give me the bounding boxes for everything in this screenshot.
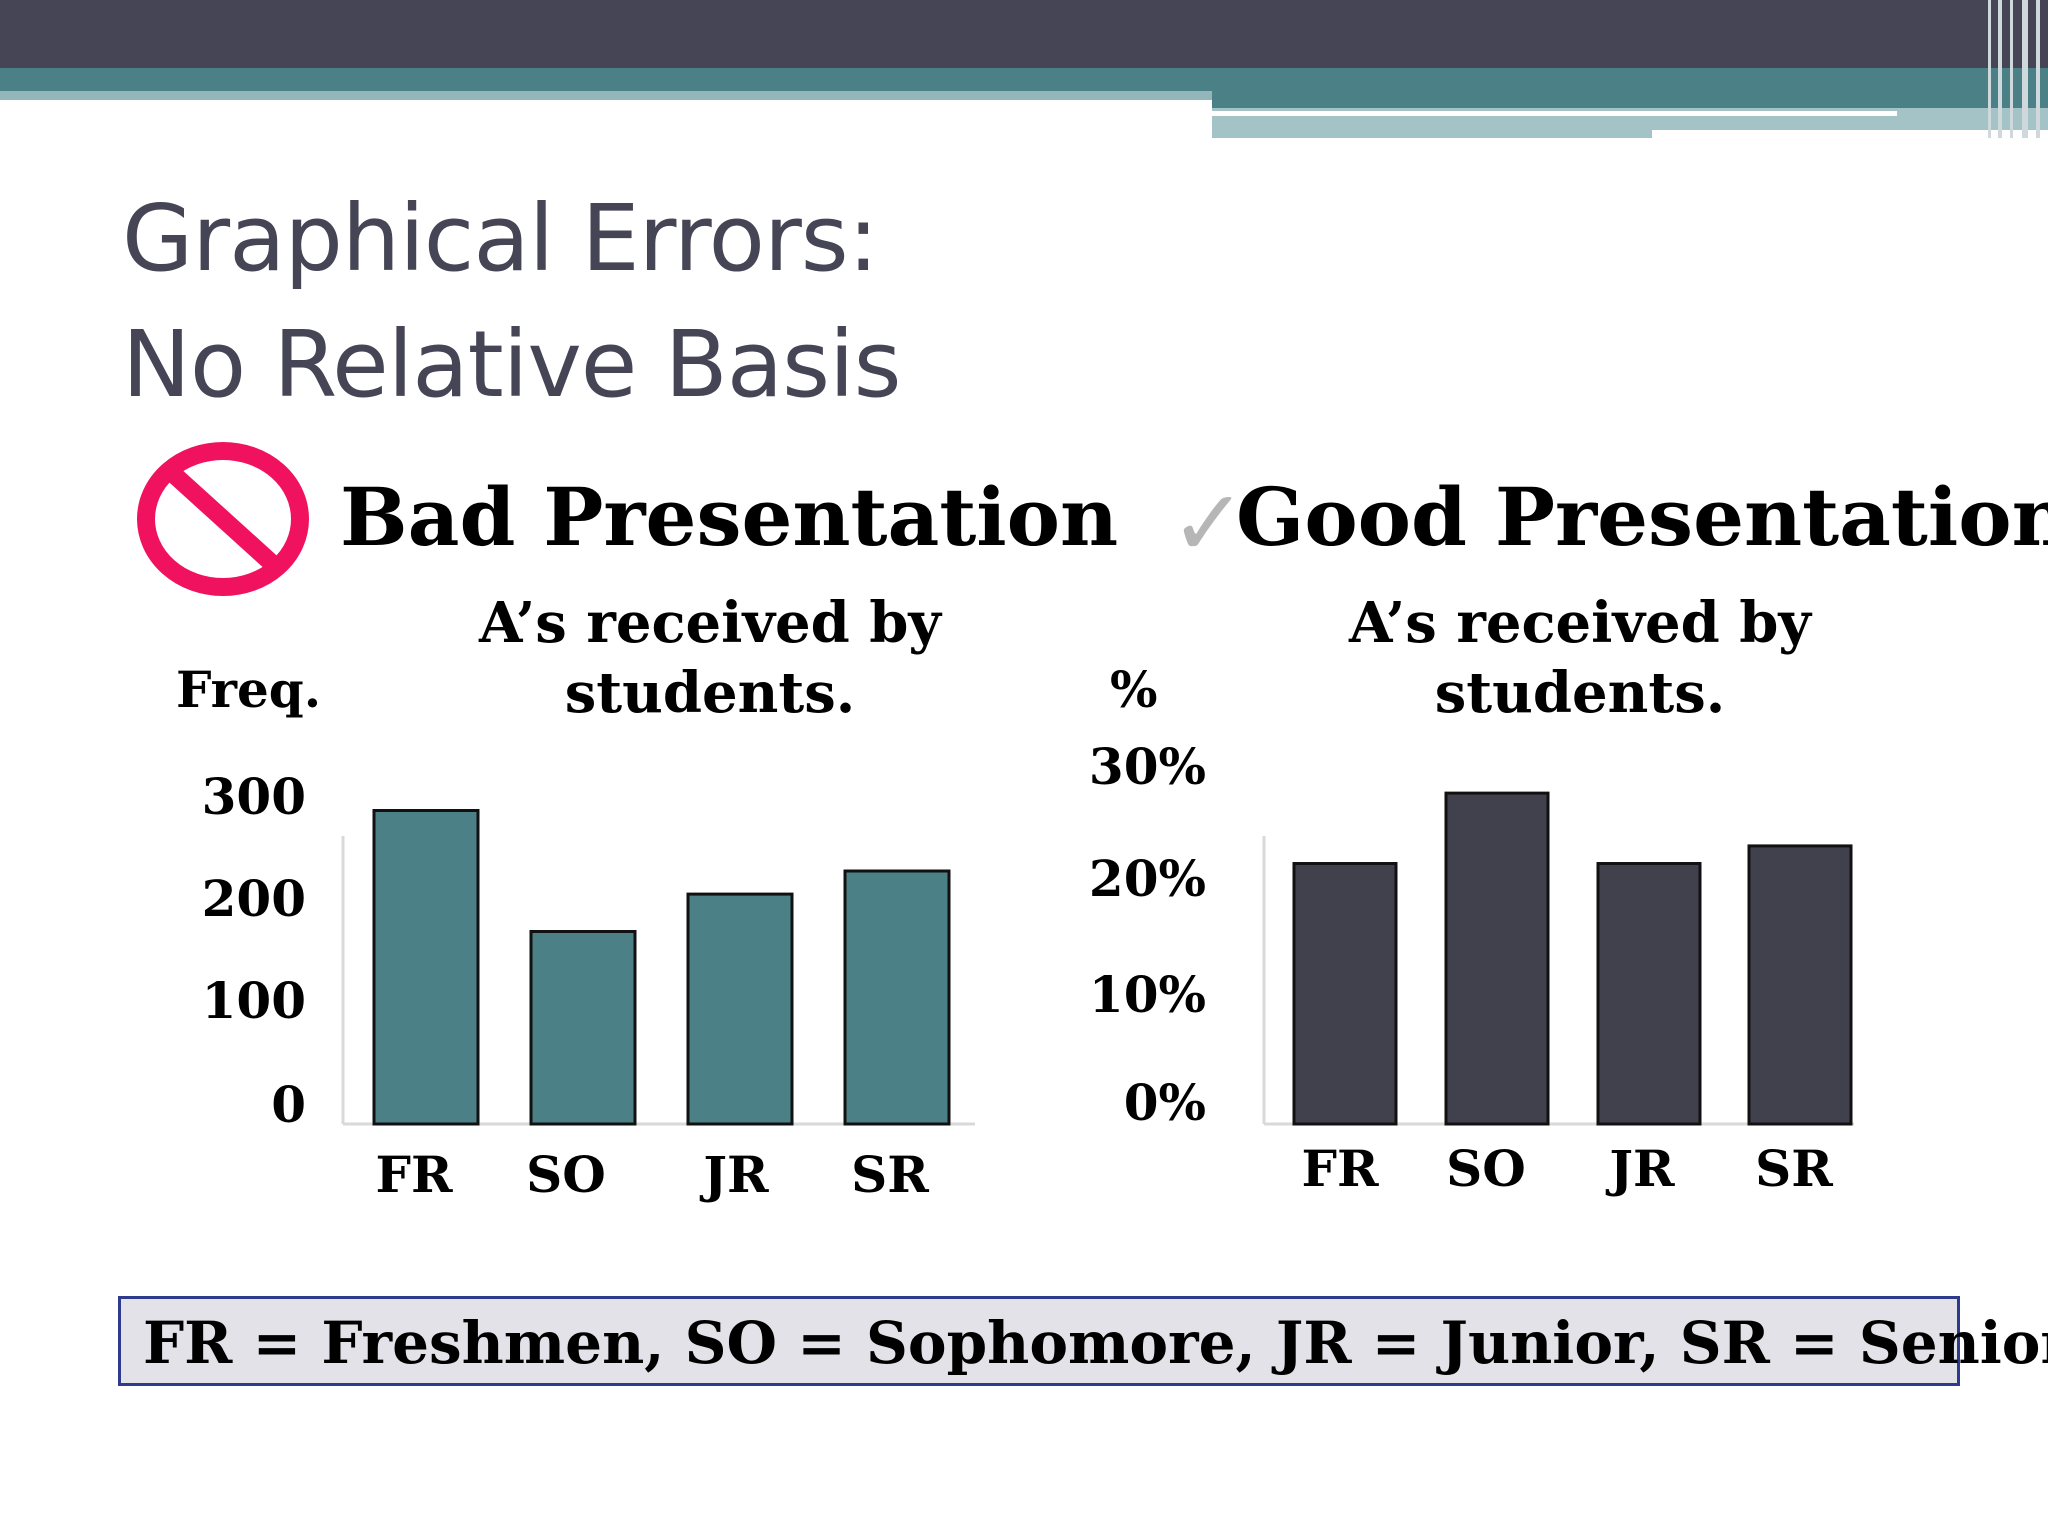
chart-title-good: A’s received by students.	[1349, 590, 1811, 726]
bar-so	[529, 930, 637, 1126]
slide-title: Graphical Errors: No Relative Basis	[122, 176, 902, 428]
header-accent-bar	[0, 68, 1212, 91]
header-edge-lines	[1988, 0, 2048, 138]
bar-jr	[1596, 862, 1702, 1126]
header-accent-bar-right	[1212, 68, 2048, 108]
x-tick-label: SO	[1446, 1139, 1526, 1198]
slide-title-line1: Graphical Errors:	[122, 185, 879, 292]
y-tick-label: 20%	[1089, 849, 1206, 908]
bar-fr	[372, 809, 480, 1126]
prohibition-icon	[137, 442, 309, 596]
y-tick-label: 0	[271, 1075, 306, 1134]
y-tick-label: 10%	[1089, 965, 1206, 1024]
bar-jr	[686, 892, 794, 1126]
chart-title-bad: A’s received by students.	[479, 590, 941, 726]
bar-fr	[1292, 862, 1398, 1126]
slide-title-line2: No Relative Basis	[122, 311, 902, 418]
y-tick-label: 0%	[1124, 1073, 1206, 1132]
x-tick-label: JR	[699, 1145, 769, 1204]
bar-so	[1444, 791, 1550, 1126]
header-bar	[0, 0, 2048, 68]
y-axis-label-freq: Freq.	[176, 660, 322, 719]
legend-box: FR = Freshmen, SO = Sophomore, JR = Juni…	[118, 1296, 2048, 1386]
bar-sr	[843, 869, 951, 1126]
x-tick-label: JR	[1605, 1139, 1675, 1198]
y-tick-label: 100	[202, 971, 306, 1030]
y-axis-label-percent: %	[1110, 660, 1158, 719]
y-tick-label: 300	[202, 767, 306, 826]
good-presentation-heading: Good Presentation	[1236, 470, 2048, 564]
x-tick-label: SR	[851, 1145, 929, 1204]
y-tick-label: 200	[202, 869, 306, 928]
x-tick-label: FR	[375, 1145, 452, 1204]
bad-presentation-heading: Bad Presentation	[340, 470, 1119, 564]
header-accent-bar-light	[0, 91, 1212, 100]
x-tick-label: SO	[526, 1145, 606, 1204]
check-mark-icon: ✓	[1170, 470, 1248, 577]
x-tick-label: SR	[1755, 1139, 1833, 1198]
bar-sr	[1747, 844, 1853, 1126]
header-divider-line	[1212, 111, 1897, 116]
header-divider-line	[1652, 130, 2048, 138]
x-tick-label: FR	[1301, 1139, 1378, 1198]
legend-text: FR = Freshmen, SO = Sophomore, JR = Juni…	[143, 1309, 2048, 1377]
y-tick-label: 30%	[1089, 737, 1206, 796]
